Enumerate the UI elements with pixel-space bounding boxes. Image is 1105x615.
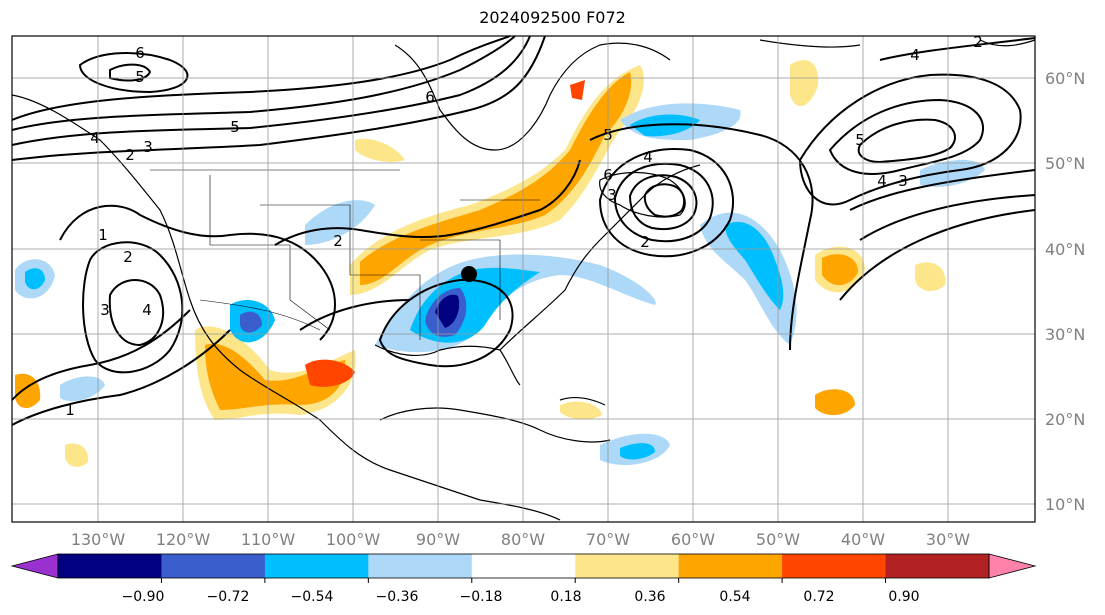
longitude-label: 30°W — [926, 530, 970, 549]
contour-label-group: 6 5 6 5 4 3 2 1 2 3 4 6 5 4 3 2 2 1 4 5 … — [65, 33, 983, 419]
positive-anomaly-region — [915, 262, 946, 292]
colorbar-segment — [264, 554, 369, 578]
longitude-label: 120°W — [156, 530, 211, 549]
contour-label: 4 — [910, 46, 920, 64]
contour-label: 3 — [898, 172, 908, 190]
contour-label: 6 — [425, 88, 435, 106]
latitude-label: 30°N — [1045, 325, 1085, 344]
positive-anomaly-region — [65, 443, 89, 467]
colorbar-segment — [885, 554, 990, 578]
contour-label: 5 — [855, 131, 865, 149]
colorbar-frame — [57, 553, 990, 579]
colorbar-tick-label: 0.90 — [888, 589, 919, 605]
coastlines — [11, 39, 1036, 521]
positive-anomaly-core — [815, 389, 855, 416]
negative-anomaly-core — [25, 268, 45, 290]
gridlines — [12, 36, 1035, 522]
colorbar-tick-label: 0.54 — [719, 589, 750, 605]
contour-label: 4 — [142, 301, 152, 319]
colorbar-segment — [575, 554, 680, 578]
positive-anomaly-region — [560, 401, 602, 420]
longitude-label: 100°W — [326, 530, 381, 549]
longitude-label: 50°W — [756, 530, 800, 549]
colorbar-segment — [161, 554, 266, 578]
contour-label: 2 — [973, 33, 983, 51]
longitude-label: 60°W — [671, 530, 715, 549]
latitude-label: 40°N — [1045, 240, 1085, 259]
negative-anomaly-region — [60, 376, 105, 402]
colorbar-segment — [782, 554, 887, 578]
colorbar-tick-label: 0.72 — [803, 589, 834, 605]
contour-label: 2 — [640, 233, 650, 251]
positive-anomaly-region — [790, 60, 819, 107]
colorbar-extend-max — [988, 553, 1037, 579]
contour-label: 3 — [607, 186, 617, 204]
latitude-label: 20°N — [1045, 410, 1085, 429]
colorbar-segment — [368, 554, 473, 578]
location-marker — [461, 266, 477, 282]
negative-anomaly-core — [725, 221, 784, 310]
contour-label: 1 — [98, 226, 108, 244]
contour-label: 5 — [230, 118, 240, 136]
colorbar-tick-labels: −0.90 −0.72 −0.54 −0.36 −0.18 0.18 0.36 … — [122, 589, 920, 605]
map-title: 2024092500 F072 — [479, 8, 626, 27]
longitude-label: 130°W — [71, 530, 126, 549]
negative-anomaly-region — [920, 159, 985, 187]
positive-anomaly-core — [822, 254, 858, 286]
contour-label: 2 — [123, 248, 133, 266]
contour-label: 2 — [125, 146, 135, 164]
positive-anomaly-core — [205, 343, 346, 410]
negative-anomaly-peak — [435, 294, 460, 328]
colorbar-segment — [678, 554, 783, 578]
map-frame — [11, 35, 1036, 523]
colorbar-extend-min — [10, 553, 59, 579]
latitude-label: 10°N — [1045, 495, 1085, 514]
longitude-label: 70°W — [586, 530, 630, 549]
contour-label: 4 — [90, 129, 100, 147]
latitude-label: 50°N — [1045, 154, 1085, 173]
contour-label: 4 — [643, 148, 653, 166]
negative-anomaly-region — [305, 200, 375, 245]
colorbar-segment — [58, 554, 162, 578]
latitude-axis: 60°N 50°N 40°N 30°N 20°N 10°N — [1045, 69, 1085, 514]
political-borders — [150, 169, 540, 340]
positive-anomaly-peak — [305, 359, 355, 387]
colorbar-tick-label: −0.54 — [291, 589, 334, 605]
positive-anomaly-peak — [570, 80, 585, 100]
longitude-label: 90°W — [416, 530, 460, 549]
contour-label: 2 — [333, 232, 343, 250]
colorbar-segment — [471, 554, 576, 578]
contour-label: 4 — [877, 172, 887, 190]
colorbar-tick-label: −0.18 — [460, 589, 503, 605]
longitude-label: 110°W — [241, 530, 296, 549]
longitude-axis: 130°W 120°W 110°W 100°W 90°W 80°W 70°W 6… — [71, 530, 970, 549]
colorbar — [10, 553, 1037, 583]
colorbar-tick-label: −0.72 — [207, 589, 250, 605]
contour-label: 5 — [135, 68, 145, 86]
contour-label: 3 — [143, 138, 153, 156]
contour-label: 1 — [65, 401, 75, 419]
positive-anomaly-region — [355, 138, 405, 162]
negative-anomaly-core — [620, 443, 655, 460]
latitude-label: 60°N — [1045, 69, 1085, 88]
longitude-label: 80°W — [501, 530, 545, 549]
anomaly-shading — [15, 60, 985, 467]
contour-label: 3 — [100, 301, 110, 319]
colorbar-tick-label: −0.36 — [376, 589, 419, 605]
negative-anomaly-core — [630, 114, 700, 137]
contour-label: 6 — [135, 44, 145, 62]
colorbar-tick-label: 0.18 — [550, 589, 581, 605]
negative-anomaly-strong — [240, 311, 262, 333]
colorbar-tick-label: −0.90 — [122, 589, 165, 605]
positive-anomaly-core — [360, 72, 632, 285]
negative-anomaly-region — [700, 212, 797, 345]
colorbar-tick-label: 0.36 — [634, 589, 665, 605]
longitude-label: 40°W — [841, 530, 885, 549]
